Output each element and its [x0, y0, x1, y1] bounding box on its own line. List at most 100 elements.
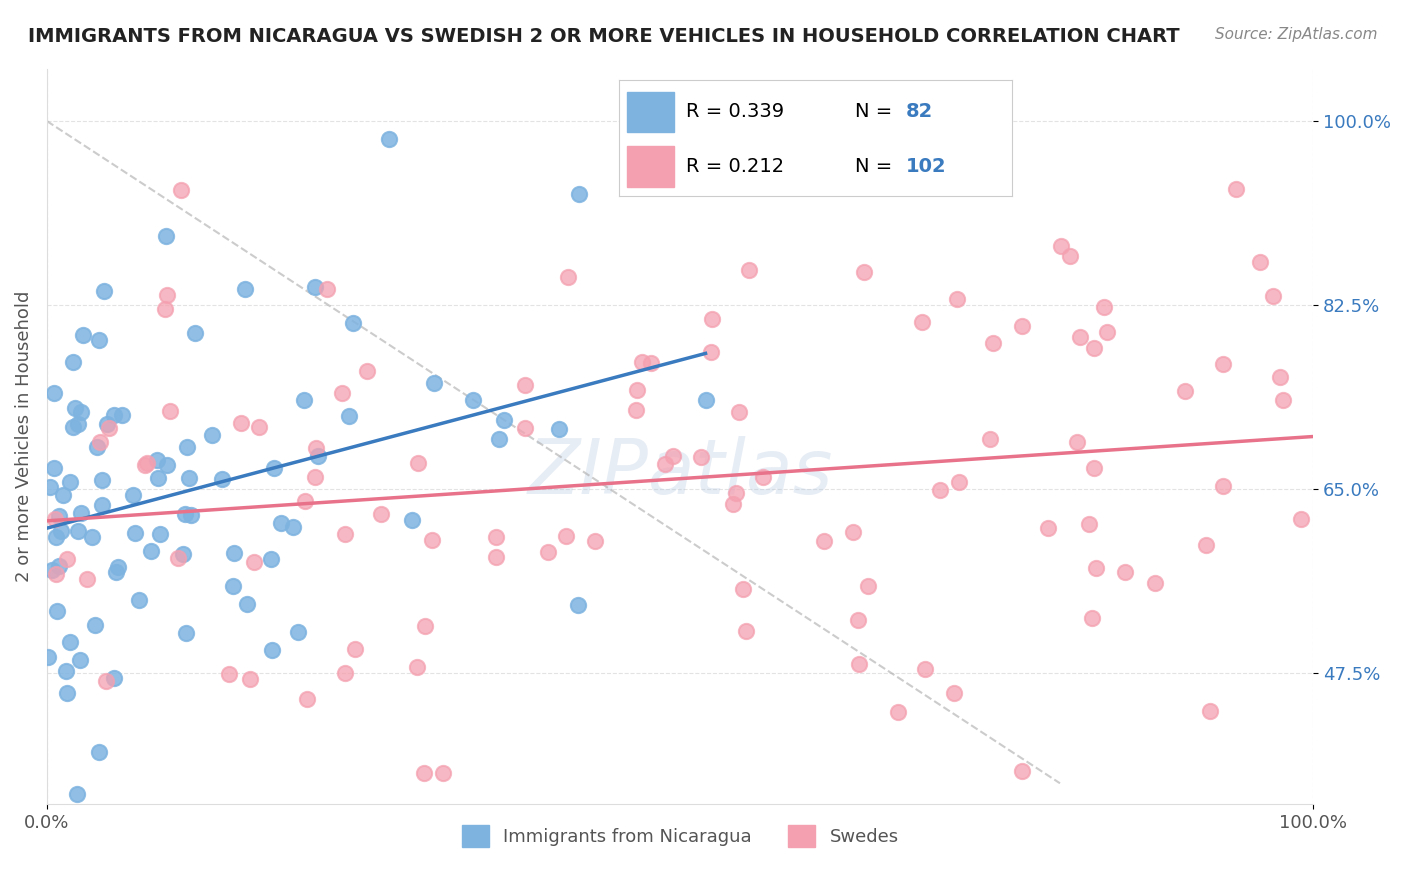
- Text: N =: N =: [855, 102, 898, 121]
- Point: [66, 787, 89, 801]
- Point: [93, 284, 115, 298]
- Point: [1011, 318, 1033, 333]
- Point: [1081, 610, 1104, 624]
- Point: [148, 471, 170, 485]
- Point: [1225, 182, 1247, 196]
- Point: [1249, 254, 1271, 268]
- Point: [583, 533, 606, 548]
- Y-axis label: 2 or more Vehicles in Household: 2 or more Vehicles in Household: [15, 291, 32, 582]
- Point: [1083, 460, 1105, 475]
- Point: [929, 483, 952, 497]
- Point: [46, 604, 69, 618]
- Point: [242, 555, 264, 569]
- Point: [406, 660, 429, 674]
- Point: [1036, 521, 1059, 535]
- Point: [887, 705, 910, 719]
- Point: [292, 393, 315, 408]
- Point: [45, 530, 67, 544]
- Point: [42, 460, 65, 475]
- Point: [44, 566, 66, 581]
- Point: [155, 229, 177, 244]
- Point: [856, 579, 879, 593]
- Point: [463, 393, 485, 408]
- Text: ZIPatlas: ZIPatlas: [527, 436, 832, 510]
- Point: [813, 533, 835, 548]
- Point: [51, 488, 73, 502]
- Point: [174, 507, 197, 521]
- Point: [48, 558, 70, 573]
- Point: [1291, 511, 1313, 525]
- Point: [136, 457, 159, 471]
- Point: [1084, 560, 1107, 574]
- Point: [211, 472, 233, 486]
- Point: [222, 579, 245, 593]
- Point: [218, 667, 240, 681]
- Point: [1212, 479, 1234, 493]
- Point: [97, 421, 120, 435]
- Point: [568, 186, 591, 201]
- Point: [89, 744, 111, 758]
- Point: [752, 470, 775, 484]
- Point: [548, 422, 571, 436]
- Point: [91, 473, 114, 487]
- Point: [423, 376, 446, 390]
- Point: [852, 264, 875, 278]
- Point: [626, 383, 648, 397]
- Point: [725, 486, 748, 500]
- Point: [39, 480, 62, 494]
- Point: [167, 551, 190, 566]
- Point: [401, 513, 423, 527]
- Point: [139, 543, 162, 558]
- Point: [555, 529, 578, 543]
- Point: [149, 526, 172, 541]
- Point: [738, 262, 761, 277]
- Text: N =: N =: [855, 157, 898, 176]
- Point: [1011, 764, 1033, 778]
- Point: [695, 392, 717, 407]
- Point: [174, 625, 197, 640]
- Point: [1272, 393, 1295, 408]
- Point: [145, 453, 167, 467]
- Point: [914, 662, 936, 676]
- Point: [846, 614, 869, 628]
- Point: [86, 440, 108, 454]
- Point: [238, 673, 260, 687]
- Point: [105, 565, 128, 579]
- Point: [134, 458, 156, 473]
- Legend: Immigrants from Nicaragua, Swedes: Immigrants from Nicaragua, Swedes: [454, 818, 905, 855]
- Point: [537, 545, 560, 559]
- Point: [911, 315, 934, 329]
- Point: [337, 409, 360, 424]
- Point: [378, 132, 401, 146]
- Point: [177, 471, 200, 485]
- Text: 82: 82: [905, 102, 934, 121]
- Point: [661, 450, 683, 464]
- Point: [557, 269, 579, 284]
- Point: [107, 560, 129, 574]
- Point: [128, 593, 150, 607]
- Text: Source: ZipAtlas.com: Source: ZipAtlas.com: [1215, 27, 1378, 42]
- Point: [432, 765, 454, 780]
- Point: [700, 345, 723, 359]
- Text: R = 0.212: R = 0.212: [686, 157, 783, 176]
- Point: [156, 458, 179, 473]
- Point: [121, 488, 143, 502]
- Point: [229, 417, 252, 431]
- Point: [281, 519, 304, 533]
- Point: [1143, 575, 1166, 590]
- Point: [631, 355, 654, 369]
- Point: [735, 624, 758, 639]
- FancyBboxPatch shape: [627, 92, 673, 132]
- Point: [513, 378, 536, 392]
- Point: [48, 508, 70, 523]
- Point: [124, 526, 146, 541]
- Point: [184, 326, 207, 340]
- Point: [1097, 326, 1119, 340]
- Point: [1114, 566, 1136, 580]
- Point: [1199, 704, 1222, 718]
- Point: [316, 282, 339, 296]
- Point: [96, 417, 118, 432]
- Point: [37, 649, 59, 664]
- Point: [415, 618, 437, 632]
- Point: [342, 316, 364, 330]
